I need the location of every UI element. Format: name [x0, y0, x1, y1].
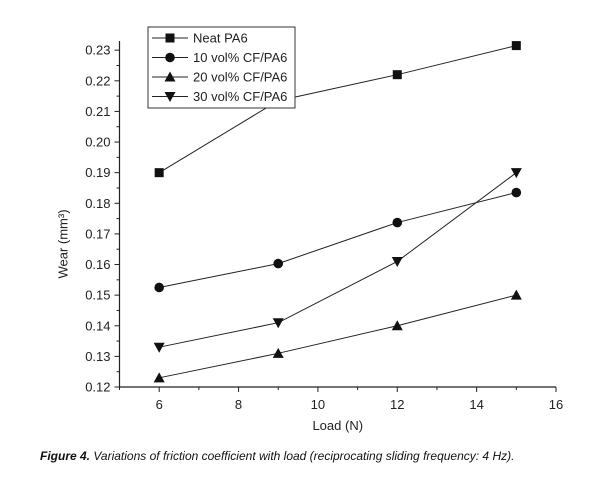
y-tick-label: 0.17 [85, 226, 110, 241]
caption-text: Variations of friction coefficient with … [90, 449, 515, 463]
y-tick-label: 0.16 [85, 257, 110, 272]
series-3-point [510, 289, 522, 300]
legend-label: 10 vol% CF/PA6 [193, 50, 287, 65]
y-tick-label: 0.13 [85, 349, 110, 364]
caption-label: Figure 4. [40, 449, 91, 463]
series-2-point [273, 258, 284, 269]
x-tick-label: 8 [235, 397, 242, 412]
y-axis-label: Wear (mm³) [56, 209, 71, 278]
y-tick-label: 0.19 [85, 165, 110, 180]
y-tick-label: 0.20 [85, 135, 110, 150]
x-axis-label: Load (N) [312, 418, 363, 433]
legend-label: Neat PA6 [193, 31, 248, 46]
legend-label: 30 vol% CF/PA6 [193, 89, 287, 104]
series-1-line [158, 45, 517, 174]
y-tick-label: 0.21 [85, 104, 110, 119]
x-tick-label: 12 [390, 397, 404, 412]
x-tick-label: 14 [469, 397, 483, 412]
series-3-point [391, 320, 403, 331]
series-1-point [392, 70, 402, 80]
series-3-point [272, 347, 284, 358]
legend-marker [165, 33, 175, 43]
figure-caption: Figure 4. Variations of friction coeffic… [40, 449, 600, 463]
y-tick-label: 0.22 [85, 73, 110, 88]
wear-vs-load-chart: 6 8 10 12 14 16 0.12 0.13 0.14 0.15 0.16 0.17 0.18 0.… [56, 26, 563, 433]
x-tick-label: 10 [311, 397, 325, 412]
y-tick-label: 0.23 [85, 43, 110, 58]
x-tick-label: 16 [549, 397, 563, 412]
series-2-point [511, 187, 522, 198]
series-2-point [392, 217, 403, 228]
series-4-point [510, 168, 522, 179]
legend-marker [164, 71, 176, 82]
legend-marker [165, 52, 175, 63]
y-tick-label: 0.18 [85, 196, 110, 211]
series-4-point [153, 342, 165, 353]
x-tick-label: 6 [156, 397, 163, 412]
series-3-point [153, 372, 165, 383]
y-tick-label: 0.14 [85, 318, 110, 333]
legend-marker [164, 92, 176, 102]
series-4-point [391, 256, 403, 267]
series-1-point [511, 41, 521, 51]
series-2-point [154, 282, 164, 293]
series-3-line [159, 294, 517, 379]
y-tick-label: 0.12 [85, 380, 110, 395]
series-4-line [159, 172, 517, 348]
series-2-line [159, 192, 517, 288]
series-4-point [272, 318, 284, 329]
series-1-point [154, 168, 164, 178]
legend-label: 20 vol% CF/PA6 [193, 70, 287, 85]
y-tick-label: 0.15 [85, 288, 110, 303]
